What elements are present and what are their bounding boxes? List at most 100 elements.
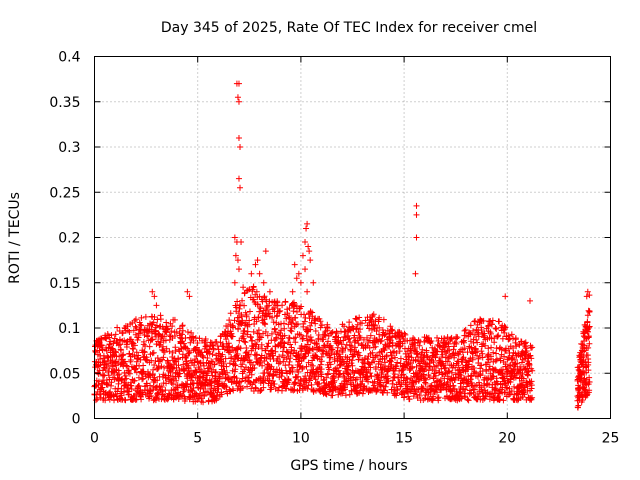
data-point — [153, 322, 160, 329]
data-point — [225, 349, 232, 356]
data-point — [258, 352, 265, 359]
data-point — [223, 384, 230, 391]
data-point — [163, 345, 170, 352]
data-point — [138, 396, 145, 403]
data-point — [168, 379, 175, 386]
data-point — [253, 288, 260, 295]
data-point — [102, 335, 109, 342]
data-point — [115, 342, 122, 349]
data-point — [118, 385, 125, 392]
data-point — [269, 377, 276, 384]
data-point — [150, 366, 157, 373]
data-point — [194, 339, 201, 346]
data-point — [131, 377, 138, 384]
data-point — [268, 330, 275, 337]
data-point — [112, 331, 119, 338]
x-tick-label: 5 — [193, 431, 202, 447]
data-point — [204, 354, 211, 361]
data-point — [167, 376, 174, 383]
data-point — [190, 371, 197, 378]
data-point — [146, 343, 153, 350]
data-point — [253, 318, 260, 325]
data-point — [257, 355, 264, 362]
data-point — [204, 368, 211, 375]
data-point — [127, 357, 134, 364]
data-point — [136, 383, 143, 390]
data-point — [123, 338, 130, 345]
data-point — [164, 396, 171, 403]
data-point — [260, 384, 267, 391]
data-point — [107, 388, 114, 395]
y-axis-label: ROTI / TECUs — [7, 192, 23, 284]
data-point — [262, 312, 269, 319]
x-tick-label: 15 — [395, 431, 413, 447]
data-point — [155, 330, 162, 337]
data-point — [121, 358, 128, 365]
data-point — [262, 321, 269, 328]
data-point — [237, 301, 244, 308]
data-point — [173, 328, 180, 335]
data-point — [135, 334, 142, 341]
y-tick-label: 0.15 — [49, 276, 80, 292]
data-point — [246, 357, 253, 364]
data-point — [191, 359, 198, 366]
data-point — [245, 351, 252, 358]
data-point — [222, 382, 229, 389]
data-point — [250, 296, 257, 303]
data-point — [133, 349, 140, 356]
data-point — [205, 397, 212, 404]
data-point — [256, 304, 263, 311]
data-point — [276, 308, 283, 315]
data-point — [172, 358, 179, 365]
data-point — [209, 351, 216, 358]
data-point — [168, 328, 175, 335]
data-point — [164, 325, 171, 332]
data-point — [123, 362, 130, 369]
data-point — [229, 333, 236, 340]
data-point — [226, 317, 233, 324]
x-tick-label: 20 — [498, 431, 516, 447]
x-tick-label: 0 — [90, 431, 99, 447]
data-point — [132, 323, 139, 330]
data-point — [200, 354, 207, 361]
data-point — [244, 383, 251, 390]
data-point — [273, 313, 280, 320]
data-point — [108, 379, 115, 386]
data-point — [188, 329, 195, 336]
data-point — [262, 328, 269, 335]
data-point — [137, 327, 144, 334]
data-point — [185, 350, 192, 357]
data-point — [133, 324, 140, 331]
data-point — [270, 319, 277, 326]
data-point — [273, 334, 280, 341]
data-point — [262, 347, 269, 354]
data-point — [147, 382, 154, 389]
data-point — [175, 355, 182, 362]
data-point — [143, 356, 150, 363]
x-tick-label: 25 — [602, 431, 620, 447]
data-point — [236, 337, 243, 344]
y-tick-label: 0.35 — [49, 95, 80, 111]
data-point — [135, 374, 142, 381]
data-point — [230, 387, 237, 394]
data-point — [244, 287, 251, 294]
data-point — [243, 344, 250, 351]
data-point — [171, 316, 178, 323]
data-point — [167, 369, 174, 376]
data-point — [132, 316, 139, 323]
data-point — [199, 352, 206, 359]
data-point — [150, 319, 157, 326]
data-point — [180, 361, 187, 368]
data-point — [138, 322, 145, 329]
data-point — [251, 365, 258, 372]
data-point — [169, 365, 176, 372]
data-point — [234, 385, 241, 392]
data-point — [276, 353, 283, 360]
data-point — [207, 385, 214, 392]
data-point — [102, 397, 109, 404]
data-point — [226, 343, 233, 350]
data-point — [120, 351, 127, 358]
data-point — [137, 321, 144, 328]
